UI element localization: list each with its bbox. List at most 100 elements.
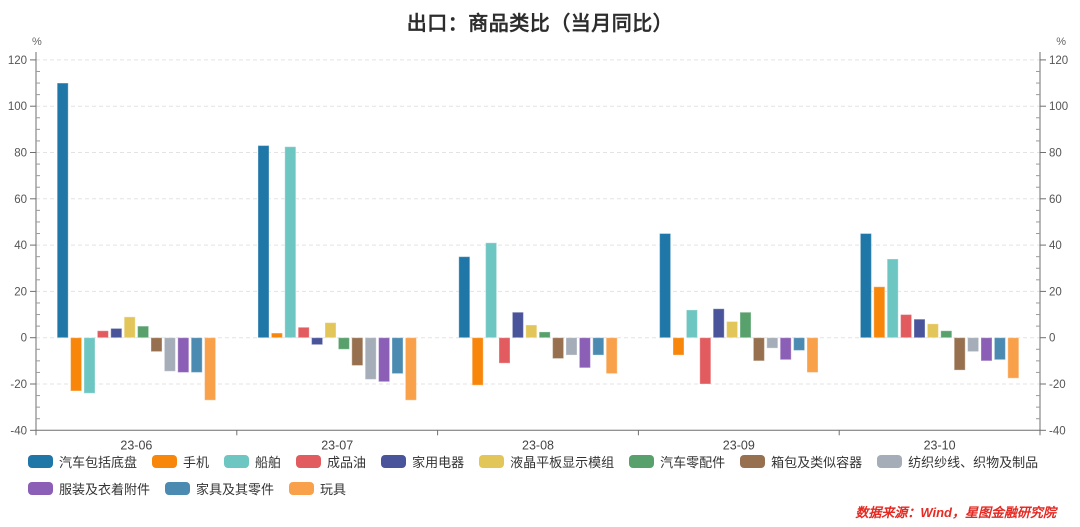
y-axis-unit-left: % [32, 36, 42, 48]
bar [578, 337, 591, 369]
bar [485, 242, 498, 339]
bar [391, 337, 404, 375]
x-tick-label: 23-08 [522, 438, 554, 450]
bar [779, 337, 792, 361]
y-tick-label: 80 [14, 148, 27, 160]
y-tick-label: 40 [1049, 240, 1062, 252]
legend-item[interactable]: 纺织纱线、织物及制品 [877, 452, 1038, 471]
legend-label: 玩具 [320, 482, 347, 497]
bar [70, 337, 83, 392]
bar [605, 337, 618, 375]
legend-label: 船舶 [255, 455, 282, 470]
y-tick-label: -20 [10, 379, 27, 391]
legend-swatch [877, 455, 903, 468]
bar [752, 337, 765, 362]
legend-label: 汽车包括底盘 [59, 455, 138, 470]
bar [592, 337, 605, 356]
bar [940, 330, 953, 339]
x-tick-label: 23-06 [120, 438, 152, 450]
axes [35, 52, 1041, 431]
bar [378, 337, 391, 383]
bar [56, 82, 69, 339]
bar [110, 327, 123, 339]
y-tick-label: 20 [1049, 286, 1062, 298]
bar [685, 309, 698, 339]
legend-item[interactable]: 汽车零配件 [629, 452, 725, 471]
legend-item[interactable]: 箱包及类似容器 [740, 452, 862, 471]
legend-swatch [740, 455, 766, 468]
data-source: 数据来源：Wind，星图金融研究院 [855, 505, 1056, 520]
bar [471, 337, 484, 386]
bar [324, 322, 337, 339]
legend-swatch [165, 482, 191, 495]
legend-item[interactable]: 船舶 [224, 452, 281, 471]
bar [525, 324, 538, 339]
bar [739, 311, 752, 339]
legend-label: 纺织纱线、织物及制品 [908, 455, 1039, 470]
bar [177, 337, 190, 373]
y-tick-label: 60 [14, 194, 27, 206]
bar [806, 337, 819, 373]
legend-label: 家具及其零件 [196, 482, 275, 497]
legend-item[interactable]: 液晶平板显示模组 [479, 452, 614, 471]
bar [163, 337, 176, 372]
x-tick-label: 23-07 [321, 438, 353, 450]
bar [511, 311, 524, 339]
bar [926, 323, 939, 339]
y-tick-label: -40 [10, 425, 27, 437]
bar [123, 316, 136, 339]
legend-item[interactable]: 汽车包括底盘 [28, 452, 137, 471]
x-tick-label: 23-09 [723, 438, 755, 450]
legend-item[interactable]: 家用电器 [381, 452, 464, 471]
bar [659, 233, 672, 339]
bar-chart-plot: -40 -40 -20 -20 0 0 20 20 40 40 60 60 80 80 100 100 120 1… [8, 52, 1068, 450]
legend-swatch [28, 482, 53, 495]
y-tick-label: 20 [14, 286, 27, 298]
y-axis-unit-right: % [1056, 36, 1066, 48]
legend-item[interactable]: 家具及其零件 [165, 479, 274, 498]
bar [458, 256, 471, 339]
bar [699, 337, 712, 385]
bar [712, 308, 725, 339]
legend-label: 服装及衣着附件 [59, 482, 151, 497]
bar [190, 337, 203, 373]
y-tick-label: 80 [1049, 148, 1062, 160]
bar [311, 337, 324, 346]
legend-swatch [381, 455, 407, 468]
legend-swatch [224, 455, 250, 468]
legend-item[interactable]: 服装及衣着附件 [28, 479, 150, 498]
y-tick-label: 120 [8, 55, 27, 67]
legend-swatch [28, 455, 53, 468]
legend-swatch [289, 482, 315, 495]
bar [873, 286, 886, 339]
bars [56, 82, 1020, 401]
legend-label: 手机 [183, 455, 210, 470]
legend: 汽车包括底盘 手机 船舶 成品油 家用电器 液晶平板显示模组 汽车零配件 箱包及类似容器 纺织纱… [28, 452, 1070, 498]
bar [270, 332, 283, 339]
bar [565, 337, 578, 356]
bar [967, 337, 980, 353]
legend-label: 液晶平板显示模组 [510, 455, 615, 470]
bar [859, 233, 872, 339]
bar [284, 146, 297, 339]
bar [337, 337, 350, 350]
bar [96, 330, 109, 339]
legend-swatch [152, 455, 178, 468]
bar [404, 337, 417, 401]
bar [351, 337, 364, 366]
y-axis-ticks: -40 -40 -20 -20 0 0 20 20 40 40 60 60 80 80 100 100 120 1… [8, 55, 1068, 437]
bar [552, 337, 565, 360]
y-tick-label: 100 [1049, 101, 1068, 113]
legend-item[interactable]: 成品油 [296, 452, 366, 471]
legend-swatch [296, 455, 322, 468]
legend-swatch [479, 455, 505, 468]
gridlines [36, 59, 1040, 385]
x-axis: 23-06 23-07 23-08 23-09 23-10 [35, 430, 1041, 450]
bar [993, 337, 1006, 361]
bar [980, 337, 993, 362]
legend-item[interactable]: 手机 [152, 452, 209, 471]
y-tick-label: 100 [8, 101, 27, 113]
bar [672, 337, 685, 356]
legend-item[interactable]: 玩具 [289, 479, 346, 498]
